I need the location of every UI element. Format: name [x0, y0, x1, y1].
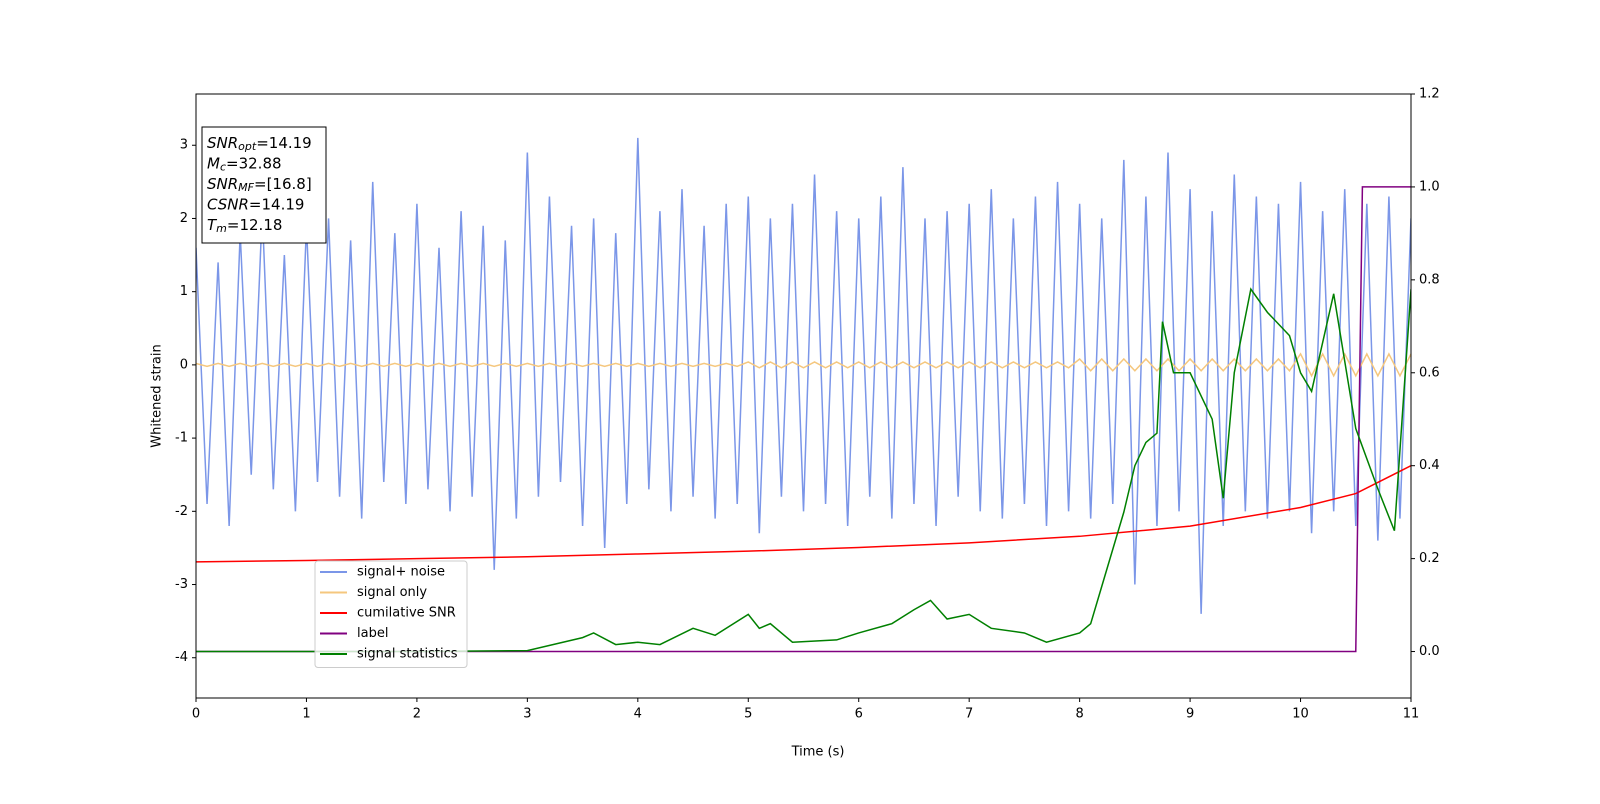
y-tick-label: -3 — [175, 577, 188, 592]
y-tick-label: 1 — [180, 284, 188, 299]
annotation-symbol: T — [207, 216, 218, 234]
series-line — [196, 465, 1411, 563]
y-axis-label: Whitened strain — [150, 344, 165, 447]
y2-tick-label: 0.8 — [1419, 272, 1440, 287]
annotation-subscript: opt — [238, 140, 257, 153]
y2-tick-label: 0.2 — [1419, 551, 1440, 566]
y-tick-label: -1 — [175, 431, 188, 446]
series-line — [196, 287, 1411, 653]
annotation-symbol: CSNR — [207, 195, 249, 213]
annotation-value: =32.88 — [226, 154, 282, 172]
legend-label: signal statistics — [357, 647, 458, 662]
annotation-value: =[16.8] — [254, 175, 312, 193]
annotation-symbol: SNR — [207, 175, 238, 193]
x-tick-label: 10 — [1292, 707, 1309, 722]
x-tick-label: 3 — [523, 707, 531, 722]
y-tick-label: 3 — [180, 138, 188, 153]
legend-frame — [314, 560, 468, 668]
legend-label: signal only — [357, 585, 427, 600]
series-line — [196, 352, 1411, 378]
y2-tick-label: 0.0 — [1419, 644, 1440, 659]
x-axis-label: Time (s) — [791, 745, 845, 760]
y2-tick-label: 1.0 — [1419, 179, 1440, 194]
y2-tick-label: 0.4 — [1419, 458, 1440, 473]
annotation-value: =12.18 — [227, 216, 283, 234]
plot-area — [196, 137, 1411, 653]
x-tick-label: 2 — [413, 707, 421, 722]
y-tick-label: 2 — [180, 211, 188, 226]
y2-tick-label: 1.2 — [1419, 87, 1440, 102]
annotation: SNRopt=14.19 — [207, 134, 312, 154]
series-line — [196, 186, 1411, 653]
annotation-value: =14.19 — [256, 134, 312, 152]
x-tick-label: 0 — [192, 707, 200, 722]
y-tick-label: -2 — [175, 504, 188, 519]
annotation: Tm=12.18 — [207, 216, 282, 236]
x-tick-label: 6 — [855, 707, 863, 722]
annotation-subscript: MF — [238, 181, 254, 194]
annotation-value: =14.19 — [249, 195, 305, 213]
annotation: CSNR=14.19 — [207, 195, 304, 213]
annotation: SNRMF=[16.8] — [207, 175, 312, 195]
annotation-box: SNRopt=14.19Mc=32.88SNRMF=[16.8]CSNR=14.… — [201, 126, 327, 244]
legend: signal+ noise signal only cumilative SNR la… — [314, 560, 468, 668]
annotation-symbol: M — [207, 154, 220, 172]
legend-label: signal+ noise — [357, 565, 445, 580]
y2-tick-label: 0.6 — [1419, 365, 1440, 380]
x-tick-label: 8 — [1075, 707, 1083, 722]
annotation: Mc=32.88 — [207, 154, 282, 174]
legend-label: cumilative SNR — [357, 606, 456, 621]
x-tick-label: 5 — [744, 707, 752, 722]
x-tick-label: 4 — [634, 707, 642, 722]
x-tick-label: 7 — [965, 707, 973, 722]
x-tick-label: 9 — [1186, 707, 1194, 722]
annotation-frame — [201, 126, 327, 244]
y-tick-label: -4 — [175, 650, 188, 665]
annotation-subscript: m — [216, 222, 227, 235]
annotation-symbol: SNR — [207, 134, 238, 152]
x-tick-label: 11 — [1403, 707, 1420, 722]
legend-label: label — [357, 626, 388, 641]
annotation-subscript: c — [220, 161, 226, 174]
plot-frame — [195, 93, 1412, 699]
series-line — [196, 137, 1411, 614]
y-tick-label: 0 — [180, 357, 188, 372]
x-tick-label: 1 — [302, 707, 310, 722]
